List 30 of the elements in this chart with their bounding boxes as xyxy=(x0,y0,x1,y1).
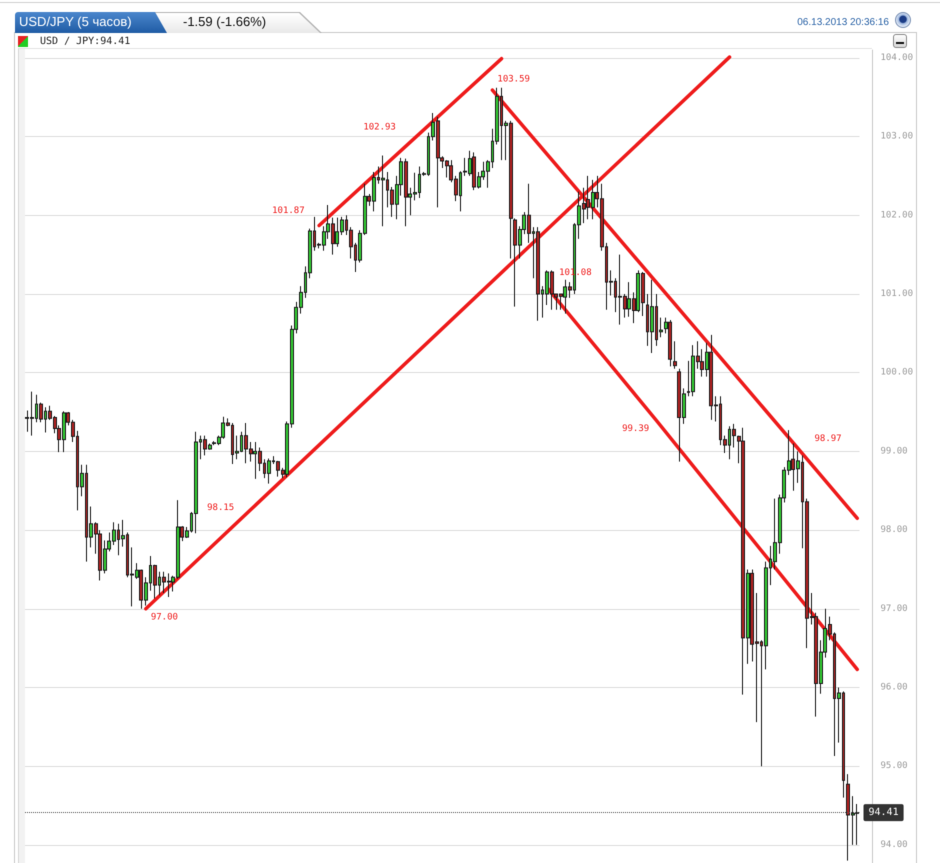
chart-subtitle: -1.59 (-1.66%) xyxy=(183,14,266,30)
y-tick-label: 99.00 xyxy=(880,446,908,456)
data-label: 97.00 xyxy=(150,612,178,622)
data-label: 99.39 xyxy=(622,424,650,434)
candlestick xyxy=(267,458,271,484)
chart-title: USD/JPY (5 часов) xyxy=(19,14,132,30)
candlestick xyxy=(381,154,385,227)
data-label: 103.59 xyxy=(497,74,530,85)
y-tick-label: 98.00 xyxy=(880,525,908,536)
data-label: 102.93 xyxy=(363,122,396,133)
data-label: 101.87 xyxy=(272,206,305,216)
candlestick xyxy=(536,226,540,322)
text: USD / JPY:94.41 xyxy=(40,36,130,48)
y-tick-label: 104.00 xyxy=(880,52,914,63)
y-tick-label: 102.00 xyxy=(880,210,914,220)
y-tick-label: 103.00 xyxy=(880,132,914,142)
y-tick-label: 96.00 xyxy=(880,682,908,692)
data-label: 98.97 xyxy=(814,434,842,444)
candlestick xyxy=(668,319,672,367)
candlestick xyxy=(673,340,677,370)
text: 06.13.2013 20:36:16 xyxy=(797,17,889,29)
candlestick xyxy=(650,279,654,354)
y-tick-label: 94.00 xyxy=(880,840,908,850)
y-tick-label: 95.00 xyxy=(880,761,908,772)
y-tick-label: 101.00 xyxy=(880,288,914,299)
candlestick xyxy=(194,431,198,534)
ref-line-label: 94.41 xyxy=(868,807,899,818)
y-tick-label: 100.00 xyxy=(880,368,914,378)
y-tick-label: 97.00 xyxy=(880,604,908,614)
data-label: 98.15 xyxy=(207,502,234,513)
